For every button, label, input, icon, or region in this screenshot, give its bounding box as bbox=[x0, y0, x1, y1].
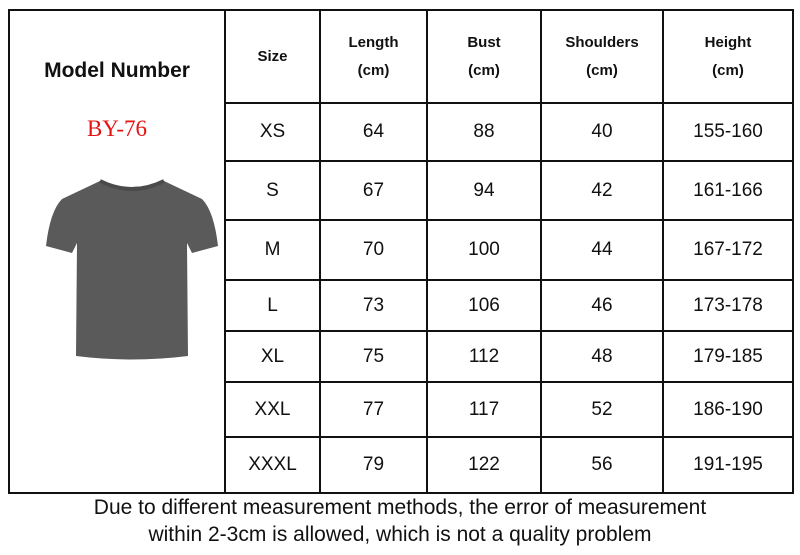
header-unit: (cm) bbox=[712, 61, 744, 79]
table-cell: XS bbox=[224, 102, 321, 162]
header-label: Shoulders bbox=[565, 33, 639, 51]
table-cell: 167-172 bbox=[662, 219, 794, 281]
header-label: Size bbox=[257, 47, 288, 65]
table-cell: 106 bbox=[426, 279, 542, 332]
table-cell: 46 bbox=[540, 279, 664, 332]
table-cell: 48 bbox=[540, 330, 664, 383]
table-cell: 179-185 bbox=[662, 330, 794, 383]
table-cell: M bbox=[224, 219, 321, 281]
model-panel: Model Number BY-76 bbox=[8, 9, 226, 494]
model-code: BY-76 bbox=[86, 116, 148, 141]
table-cell: 44 bbox=[540, 219, 664, 281]
note-line-1: Due to different measurement methods, th… bbox=[93, 496, 707, 519]
header-size: Size bbox=[224, 9, 321, 104]
model-number-label: Model Number bbox=[44, 59, 190, 82]
header-unit: (cm) bbox=[468, 61, 500, 79]
table-cell: L bbox=[224, 279, 321, 332]
table-cell: 88 bbox=[426, 102, 542, 162]
table-cell: 191-195 bbox=[662, 436, 794, 494]
table-row: L 73 106 46 173-178 bbox=[9, 279, 794, 332]
header-unit: (cm) bbox=[357, 61, 390, 79]
table-row: M 70 100 44 167-172 bbox=[9, 219, 794, 281]
header-height: Height (cm) bbox=[662, 9, 794, 104]
table-cell: 56 bbox=[540, 436, 664, 494]
table-cell: XL bbox=[224, 330, 321, 383]
header-unit: (cm) bbox=[586, 61, 618, 79]
table-row: XL 75 112 48 179-185 bbox=[9, 330, 794, 383]
table-cell: 75 bbox=[319, 330, 428, 383]
size-chart-table: Model Number BY-76 Size Length (cm) Bust (… bbox=[8, 9, 794, 494]
measurement-note: Due to different measurement methods, th… bbox=[0, 494, 800, 548]
table-row: XXL 77 117 52 186-190 bbox=[9, 381, 794, 438]
table-cell: 70 bbox=[319, 219, 428, 281]
table-cell: 64 bbox=[319, 102, 428, 162]
table-cell: 67 bbox=[319, 160, 428, 221]
table-cell: 52 bbox=[540, 381, 664, 438]
table-cell: 94 bbox=[426, 160, 542, 221]
header-label: Length bbox=[348, 33, 399, 51]
header-label: Height bbox=[704, 33, 752, 51]
table-cell: 77 bbox=[319, 381, 428, 438]
table-cell: 100 bbox=[426, 219, 542, 281]
table-cell: 161-166 bbox=[662, 160, 794, 221]
table-cell: 40 bbox=[540, 102, 664, 162]
table-cell: 112 bbox=[426, 330, 542, 383]
note-line-2: within 2-3cm is allowed, which is not a … bbox=[148, 523, 652, 546]
table-row: XXXL 79 122 56 191-195 bbox=[9, 436, 794, 494]
table-cell: 73 bbox=[319, 279, 428, 332]
tshirt-image bbox=[46, 179, 218, 360]
table-cell: 42 bbox=[540, 160, 664, 221]
table-cell: S bbox=[224, 160, 321, 221]
table-cell: 186-190 bbox=[662, 381, 794, 438]
header-row: Model Number BY-76 Size Length (cm) Bust (… bbox=[8, 9, 794, 494]
table-row: S 67 94 42 161-166 bbox=[9, 160, 794, 221]
header-length: Length (cm) bbox=[319, 9, 428, 104]
table-cell: 122 bbox=[426, 436, 542, 494]
table-cell: XXL bbox=[224, 381, 321, 438]
table-cell: 79 bbox=[319, 436, 428, 494]
table-cell: 117 bbox=[426, 381, 542, 438]
header-bust: Bust (cm) bbox=[426, 9, 542, 104]
header-shoulders: Shoulders (cm) bbox=[540, 9, 664, 104]
table-cell: XXXL bbox=[224, 436, 321, 494]
table-row: XS 64 88 40 155-160 bbox=[9, 102, 794, 162]
table-cell: 173-178 bbox=[662, 279, 794, 332]
table-cell: 155-160 bbox=[662, 102, 794, 162]
header-label: Bust bbox=[467, 33, 501, 51]
